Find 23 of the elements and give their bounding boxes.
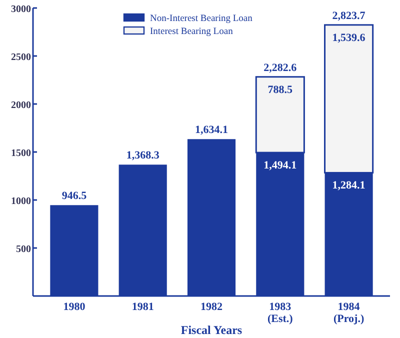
- data-label: 1,284.1: [332, 180, 366, 192]
- y-tick-label: 500: [16, 244, 31, 255]
- x-tick-label: 1982: [200, 301, 223, 313]
- total-label: 1,634.1: [195, 124, 228, 136]
- x-tick-label: 1980: [63, 301, 86, 313]
- y-tick-label: 2000: [11, 100, 31, 111]
- y-tick-label: 1000: [11, 196, 31, 207]
- y-tick-label: 1500: [11, 148, 31, 159]
- data-label: 1,539.6: [332, 32, 366, 44]
- y-tick-label: 3000: [11, 4, 31, 15]
- x-axis-title: Fiscal Years: [180, 323, 242, 337]
- y-tick-label: 2500: [11, 52, 31, 63]
- x-tick-label: 1981: [132, 301, 154, 313]
- legend-label: Non-Interest Bearing Loan: [150, 14, 253, 24]
- total-label: 2,823.7: [332, 10, 366, 22]
- data-label: 788.5: [268, 84, 294, 96]
- total-label: 1,368.3: [126, 150, 160, 162]
- total-label: 946.5: [62, 190, 88, 202]
- data-label: 1,494.1: [264, 160, 297, 172]
- x-tick-label: 1983 (Est.): [267, 301, 294, 326]
- x-tick-label: 1984 (Proj.): [333, 301, 364, 326]
- total-label: 2,282.6: [264, 62, 298, 74]
- legend-label: Interest Bearing Loan: [150, 27, 234, 37]
